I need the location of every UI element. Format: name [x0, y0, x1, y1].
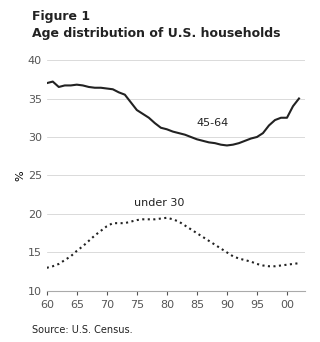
Text: under 30: under 30: [134, 198, 184, 208]
Y-axis label: %: %: [15, 170, 25, 181]
Text: 45-64: 45-64: [197, 118, 229, 128]
Text: Source: U.S. Census.: Source: U.S. Census.: [32, 325, 132, 335]
Text: Age distribution of U.S. households: Age distribution of U.S. households: [32, 27, 281, 40]
Text: Figure 1: Figure 1: [32, 10, 90, 23]
